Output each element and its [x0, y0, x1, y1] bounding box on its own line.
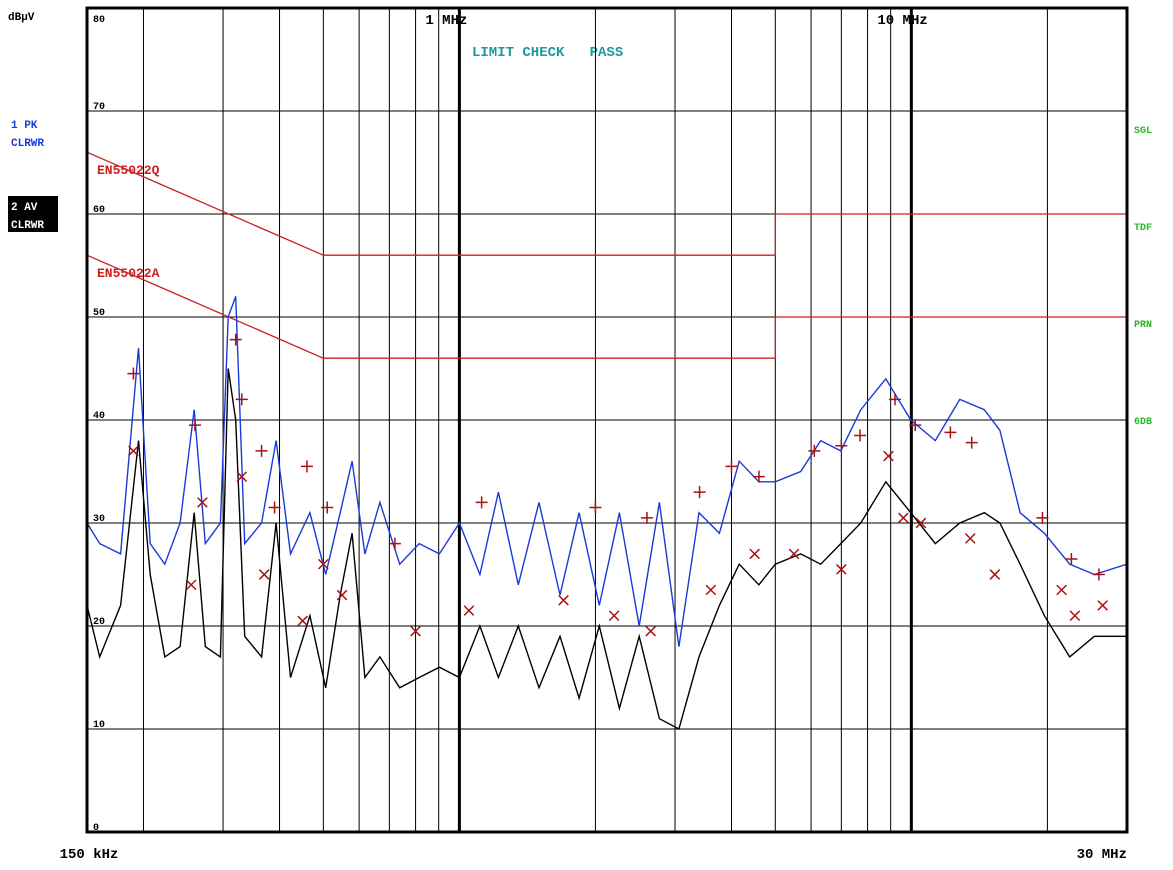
marker: [898, 512, 909, 524]
y-tick-label: 70: [93, 102, 105, 113]
marker: [463, 605, 475, 616]
y-tick-label: 10: [93, 720, 105, 731]
limit-line: [87, 151, 1127, 256]
marker: [883, 450, 894, 462]
marker: [1036, 511, 1049, 524]
marker: [188, 419, 201, 432]
marker: [268, 501, 281, 514]
marker: [127, 367, 140, 380]
marker: [915, 517, 927, 529]
trace: [87, 296, 1127, 647]
x-tick-label: 10 MHz: [877, 13, 927, 29]
marker: [321, 501, 334, 514]
y-tick-label: 50: [93, 308, 105, 319]
marker: [693, 486, 706, 499]
legend-name: 2 AV: [11, 202, 38, 214]
marker: [229, 333, 242, 346]
legend-badge: [8, 196, 58, 232]
marker: [835, 439, 848, 452]
x-tick-label: 30 MHz: [1077, 847, 1127, 863]
status-flag: SGL: [1134, 126, 1152, 137]
trace: [87, 368, 1127, 731]
marker: [317, 558, 329, 570]
marker: [297, 615, 308, 627]
limit-line-label: EN55022Q: [97, 163, 160, 178]
unit-label: dBµV: [8, 12, 35, 24]
y-tick-label: 0: [93, 823, 99, 834]
limit-line: [87, 254, 1127, 359]
status-flag: PRN: [1134, 320, 1152, 331]
marker: [388, 537, 401, 550]
marker: [725, 460, 738, 473]
marker: [836, 564, 847, 575]
marker: [475, 496, 488, 509]
y-tick-label: 20: [93, 617, 105, 628]
marker: [964, 533, 976, 544]
marker: [1065, 553, 1078, 566]
legend-name: 1 PK: [11, 120, 38, 132]
marker: [640, 511, 653, 524]
marker: [989, 569, 1001, 580]
marker: [854, 429, 867, 442]
plot-frame: [85, 6, 1129, 834]
marker: [965, 436, 978, 449]
marker: [788, 548, 800, 560]
marker: [236, 471, 248, 482]
marker: [235, 393, 248, 406]
marker: [749, 548, 760, 560]
marker: [1069, 610, 1081, 622]
marker: [558, 594, 569, 606]
marker: [888, 393, 901, 406]
limit-line-label: EN55022A: [97, 266, 160, 281]
marker: [410, 625, 421, 637]
y-tick-label: 40: [93, 411, 105, 422]
marker: [705, 584, 717, 596]
marker: [808, 444, 821, 457]
marker: [185, 579, 197, 591]
marker: [197, 497, 208, 508]
marker: [589, 501, 602, 514]
status-flag: TDF: [1134, 223, 1152, 234]
limit-check-status: LIMIT CHECK PASS: [472, 45, 623, 61]
y-tick-label: 60: [93, 205, 105, 216]
marker: [909, 419, 922, 432]
x-tick-label: 1 MHz: [425, 13, 467, 29]
marker: [944, 426, 957, 439]
x-tick-label: 150 kHz: [60, 847, 119, 863]
marker: [752, 470, 765, 483]
marker: [608, 610, 620, 622]
marker: [1056, 584, 1067, 596]
marker: [645, 625, 657, 637]
y-tick-label: 80: [93, 15, 105, 26]
legend-mode: CLRWR: [11, 220, 44, 232]
marker: [336, 589, 348, 601]
marker: [258, 569, 270, 580]
marker: [300, 460, 313, 473]
legend-mode: CLRWR: [11, 138, 44, 150]
plot-area: [87, 151, 1127, 731]
marker: [128, 445, 139, 457]
y-tick-label: 30: [93, 514, 105, 525]
marker: [1097, 600, 1108, 611]
marker: [255, 444, 268, 457]
status-flag: 6DB: [1134, 417, 1152, 428]
marker: [1092, 568, 1105, 581]
